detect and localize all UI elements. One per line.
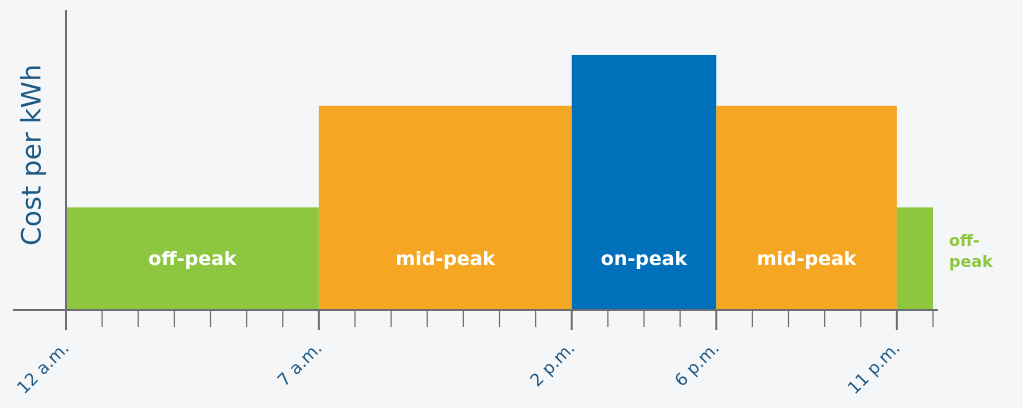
axes-group <box>13 10 938 329</box>
segment-labels-group: off-peak mid-peak on-peak mid-peak off-peak <box>148 231 993 271</box>
bar-1 <box>66 207 319 309</box>
bar-3 <box>571 55 717 309</box>
segment-label-line: peak <box>949 252 993 271</box>
bar-5 <box>896 207 933 309</box>
tick-label: 11 p.m. <box>844 338 904 398</box>
tick-label: 2 p.m. <box>527 338 580 391</box>
y-axis-label: Cost per kWh <box>16 64 48 246</box>
tick-label: 12 a.m. <box>14 338 74 398</box>
segment-label-3: on-peak <box>601 248 688 270</box>
bar-4 <box>716 105 897 309</box>
ticks-group <box>65 310 934 330</box>
segment-label-1: off-peak <box>148 248 237 270</box>
bars-group <box>66 55 933 309</box>
segment-label-line: off- <box>949 231 980 250</box>
tick-labels-group: 12 a.m. 7 a.m. 2 p.m. 6 p.m. 11 p.m. <box>14 338 905 398</box>
segment-label-4: mid-peak <box>757 248 857 270</box>
tick-label: 7 a.m. <box>274 338 326 390</box>
bar-2 <box>318 105 572 309</box>
segment-label-2: mid-peak <box>395 248 495 270</box>
tick-label: 6 p.m. <box>671 338 724 391</box>
segment-label-5: off-peak <box>949 231 993 271</box>
